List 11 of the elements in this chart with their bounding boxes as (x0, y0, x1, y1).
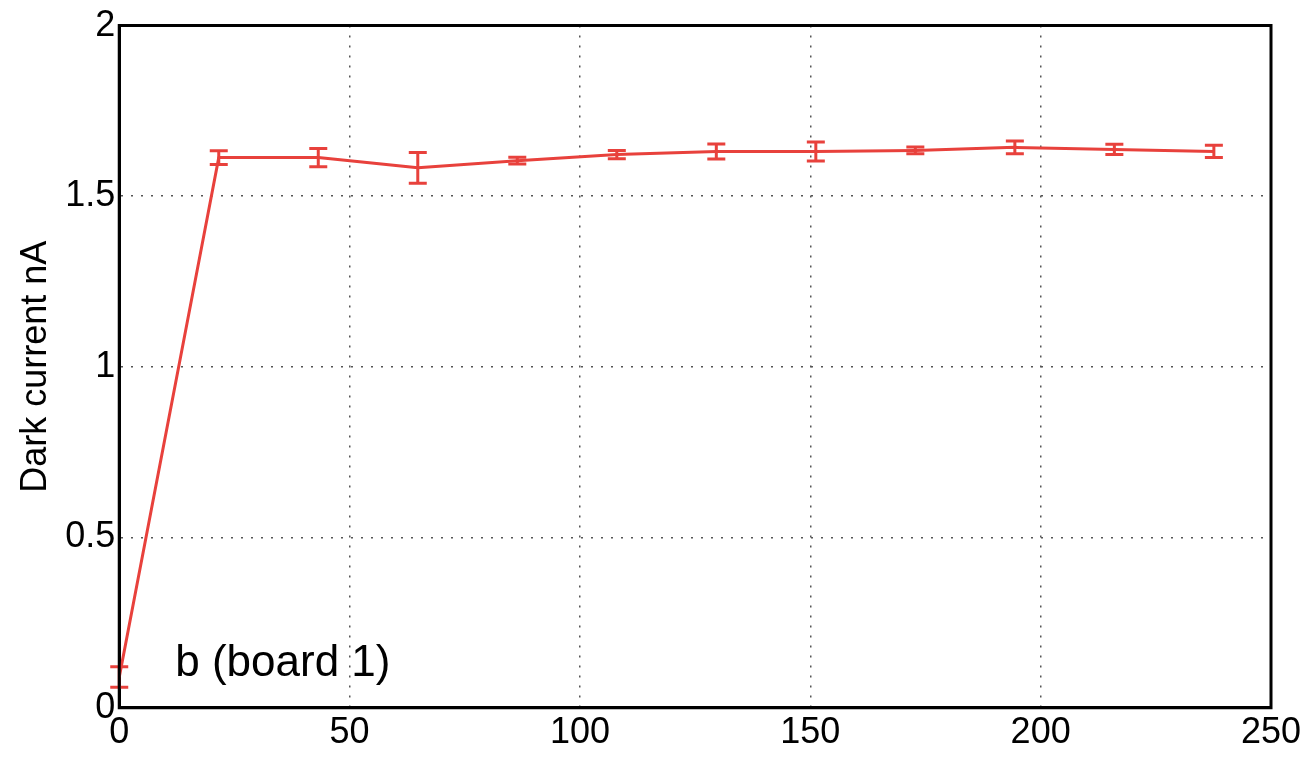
x-tick-label: 100 (549, 710, 610, 752)
y-axis-title: Dark current nA (12, 240, 54, 493)
y-tick-label: 2 (95, 2, 116, 44)
x-tick-label: 50 (329, 710, 370, 752)
y-tick-label: 1 (95, 343, 116, 385)
y-tick-label: 0.5 (65, 514, 116, 556)
x-tick-label: 200 (1010, 710, 1071, 752)
y-tick-label: 1.5 (65, 173, 116, 215)
x-tick-label: 250 (1240, 710, 1302, 752)
annotation: b (board 1) (175, 635, 391, 685)
x-tick-label: 150 (780, 710, 841, 752)
